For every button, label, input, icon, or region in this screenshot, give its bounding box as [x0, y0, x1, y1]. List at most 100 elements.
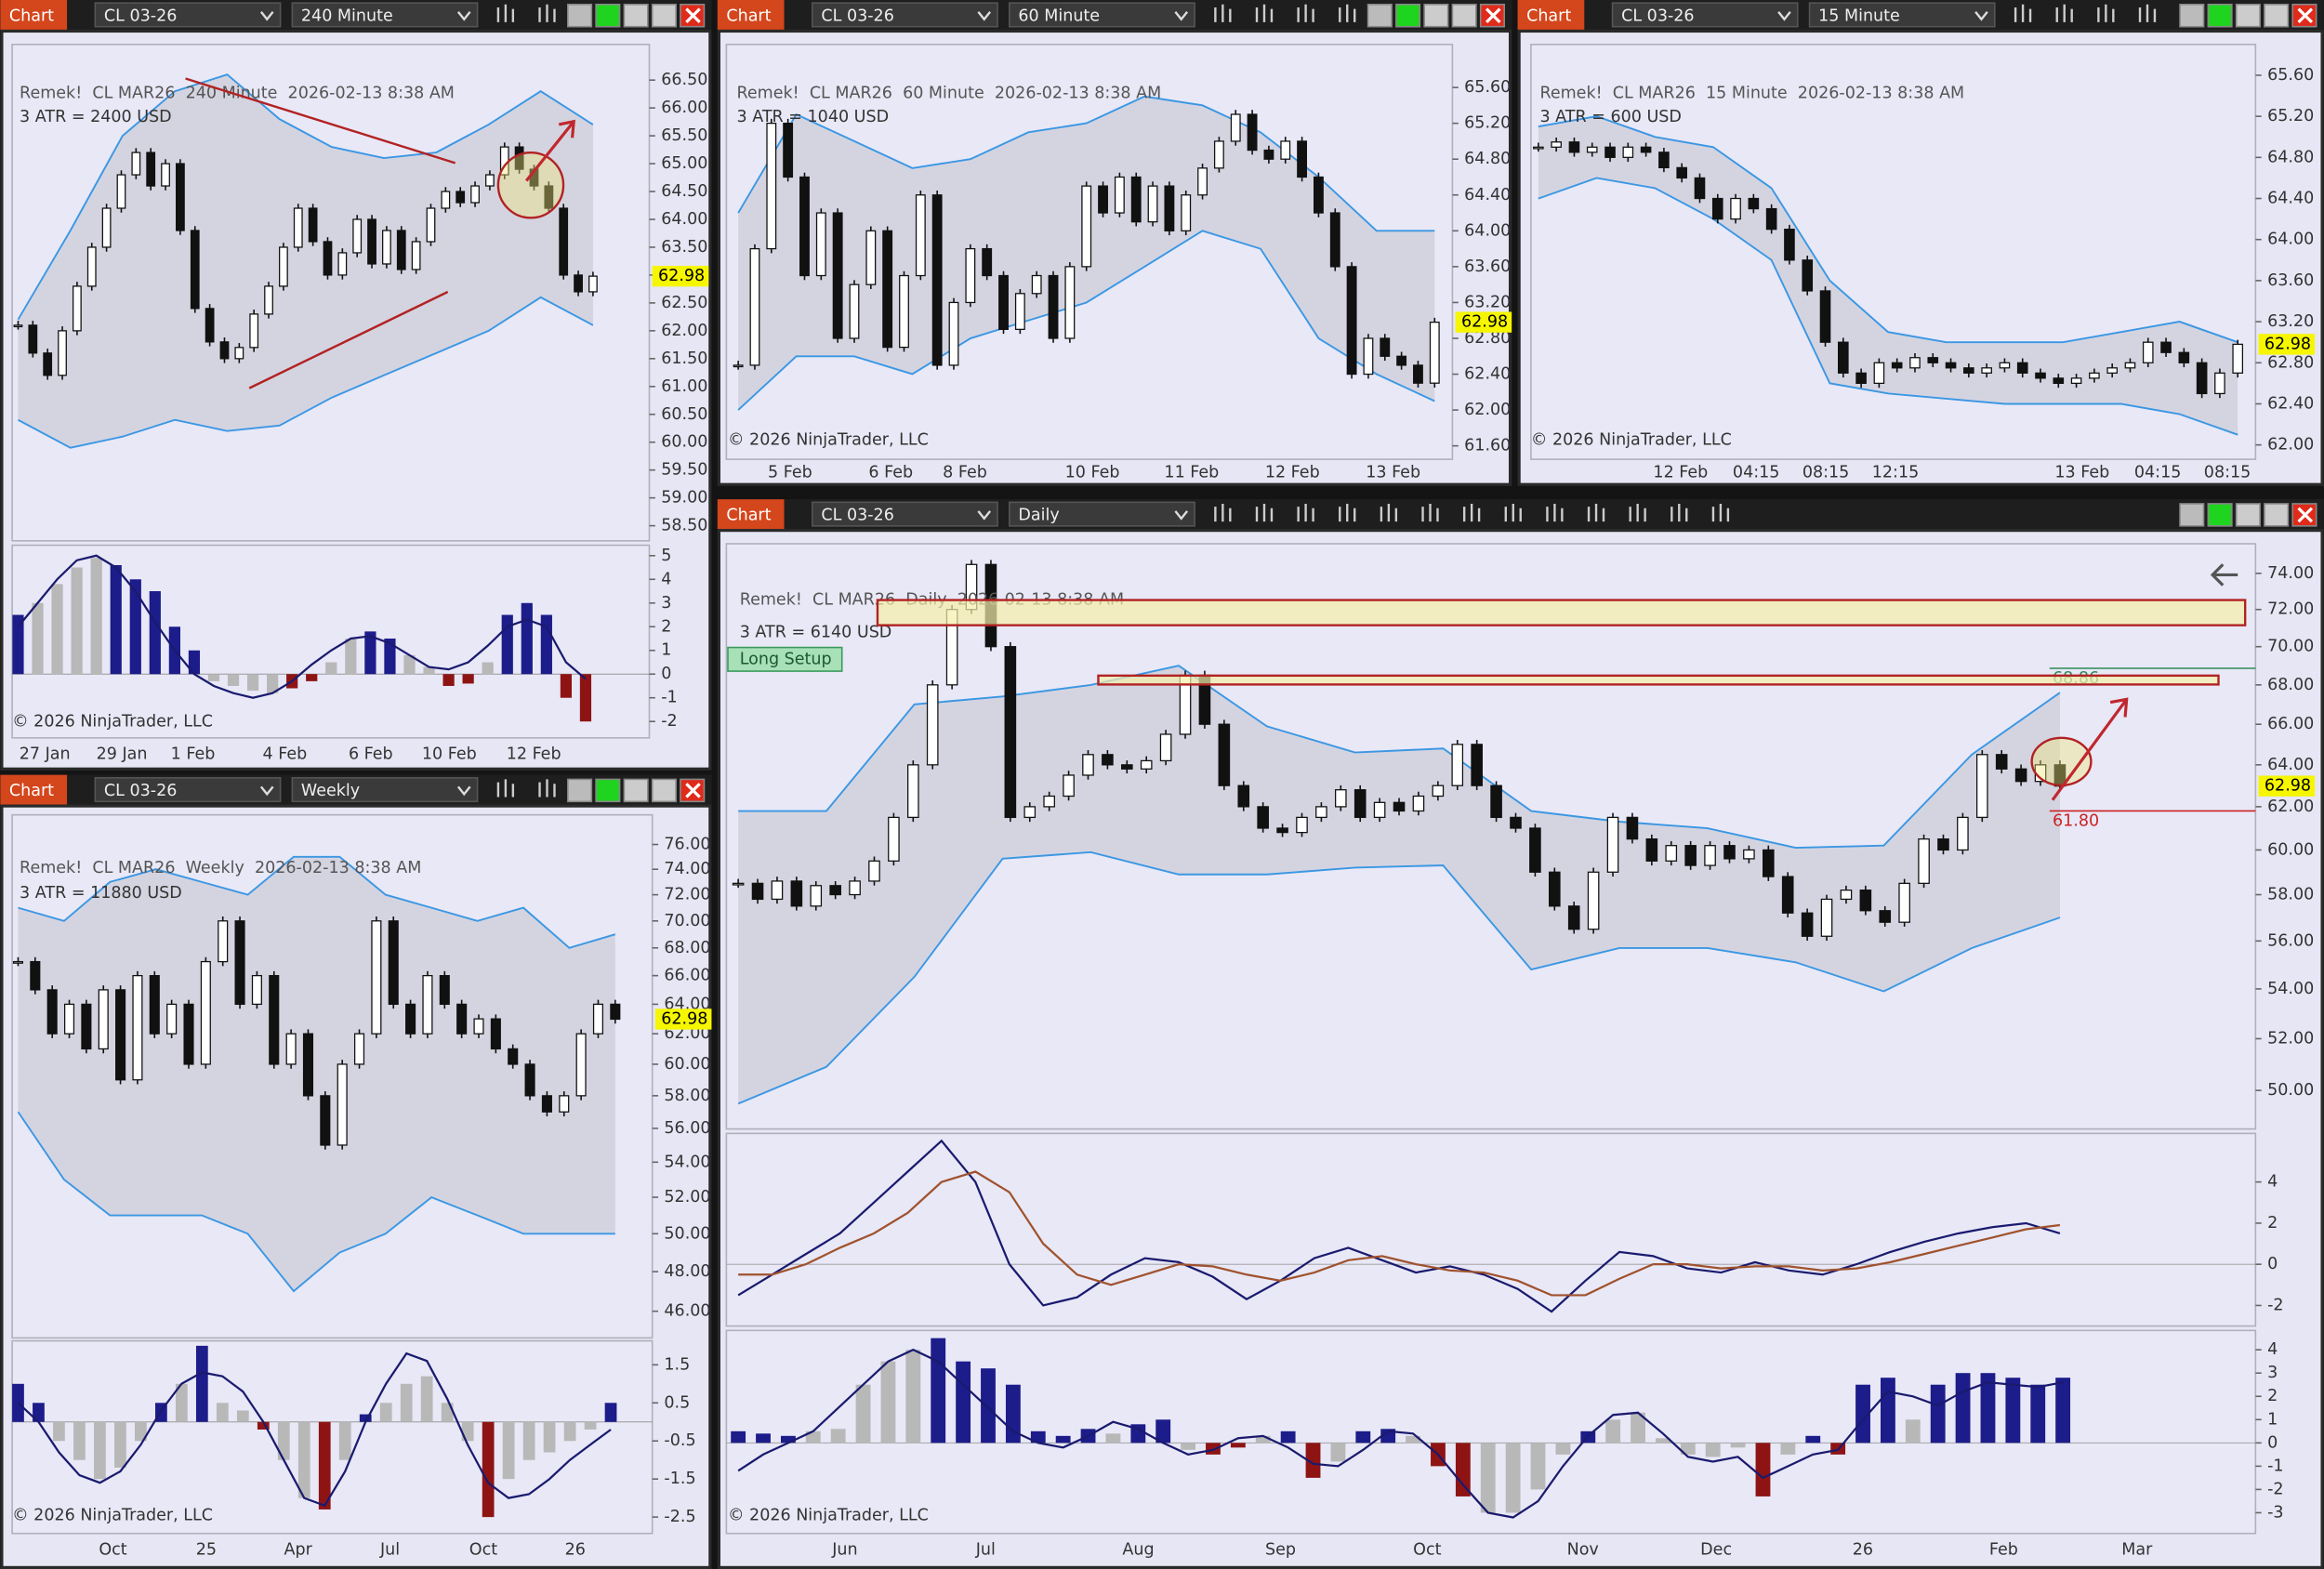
toolbar-icon[interactable] [1214, 503, 1232, 522]
minimize[interactable] [623, 3, 649, 28]
chart-tab[interactable] [0, 0, 68, 30]
instrument-dropdown[interactable] [812, 2, 998, 28]
histogram-bar [359, 1414, 372, 1422]
minimize[interactable] [1423, 3, 1449, 28]
x-tick-label: Jul [379, 1540, 400, 1559]
period-dropdown[interactable] [1009, 2, 1195, 28]
maximize[interactable] [651, 778, 677, 803]
link-button[interactable] [595, 778, 621, 803]
candle [1393, 801, 1406, 812]
toolbar-icon[interactable] [1339, 4, 1356, 22]
toolbar-icon[interactable] [1255, 503, 1274, 522]
toolbar-icon[interactable] [2097, 4, 2115, 22]
instrument-dropdown[interactable] [94, 777, 282, 803]
toolbar-icon[interactable] [1587, 503, 1605, 522]
candle [1130, 176, 1142, 223]
candle [1471, 744, 1483, 786]
link-button[interactable] [2207, 3, 2233, 28]
period-dropdown[interactable] [291, 2, 479, 28]
y-tick-label: 68.00 [2267, 676, 2314, 694]
candle [1329, 212, 1340, 268]
instrument-label: CL 03-26 [104, 7, 177, 26]
candle [293, 207, 303, 248]
candle [1963, 367, 1974, 374]
histogram-bar [956, 1361, 971, 1444]
link-button[interactable] [1395, 3, 1421, 28]
toolbar-icon[interactable] [2055, 4, 2073, 22]
histogram-bar [267, 674, 279, 693]
histogram-bar [1330, 1443, 1346, 1462]
maximize[interactable] [1451, 3, 1477, 28]
histogram-bar [1605, 1419, 1621, 1444]
histogram-bar [338, 1421, 351, 1460]
y-tick-label: 62.00 [661, 322, 707, 340]
y-tick-label: 60.50 [661, 405, 707, 424]
toolbar-icon[interactable] [538, 779, 556, 798]
maximize-pane[interactable] [2179, 3, 2205, 28]
maximize[interactable] [2264, 3, 2290, 28]
toolbar-icon[interactable] [538, 4, 556, 22]
chart-tab[interactable] [0, 774, 68, 805]
toolbar-icon[interactable] [2014, 4, 2032, 22]
link-button[interactable] [595, 3, 621, 28]
period-dropdown[interactable] [1808, 2, 1996, 28]
period-dropdown[interactable] [1009, 501, 1195, 527]
maximize-pane[interactable] [567, 778, 593, 803]
instrument-dropdown[interactable] [812, 501, 998, 527]
histogram-bar [461, 1421, 474, 1442]
toolbar-icon[interactable] [496, 779, 515, 798]
minimize[interactable] [2235, 503, 2261, 527]
histogram-bar [403, 654, 416, 675]
candle [1315, 806, 1327, 819]
instrument-dropdown[interactable] [1611, 2, 1799, 28]
candle [1413, 364, 1423, 384]
candle [1218, 723, 1231, 786]
link-button[interactable] [2207, 503, 2233, 527]
x-tick-label: 04:15 [2134, 463, 2181, 481]
candle [234, 920, 245, 1006]
y-tick-label: 58.50 [661, 517, 707, 535]
toolbar-icon[interactable] [1297, 4, 1314, 22]
candle [2124, 362, 2136, 369]
histogram-bar [830, 1429, 846, 1444]
y-tick-label: 64.80 [1464, 150, 1511, 168]
y-tick-label: 64.40 [2267, 190, 2314, 208]
toolbar-icon[interactable] [1255, 4, 1274, 22]
histogram-bar [2055, 1378, 2071, 1444]
dropdown-caret [259, 785, 274, 797]
minimize[interactable] [2235, 3, 2261, 28]
toolbar-icon[interactable] [1380, 503, 1398, 522]
toolbar-icon[interactable] [1670, 503, 1688, 522]
toolbar-icon[interactable] [1629, 503, 1646, 522]
histogram-bar [1105, 1433, 1121, 1444]
setup-button[interactable] [727, 646, 843, 672]
chart-tab[interactable] [1517, 0, 1585, 30]
toolbar-icon[interactable] [1214, 4, 1232, 22]
chart-tab[interactable] [717, 0, 785, 30]
maximize-pane[interactable] [567, 3, 593, 28]
period-label: 15 Minute [1818, 7, 1900, 26]
maximize[interactable] [2264, 503, 2290, 527]
maximize-pane[interactable] [2179, 503, 2205, 527]
maximize-pane[interactable] [1367, 3, 1393, 28]
toolbar-icon[interactable] [1462, 503, 1481, 522]
toolbar-icon[interactable] [1504, 503, 1522, 522]
y-tick-label: 63.60 [1464, 257, 1511, 276]
toolbar-icon[interactable] [2138, 4, 2157, 22]
chart-tab[interactable] [717, 499, 785, 530]
toolbar-icon[interactable] [1546, 503, 1564, 522]
toolbar-icon[interactable] [1297, 503, 1314, 522]
toolbar-icon[interactable] [1421, 503, 1439, 522]
candle [132, 974, 143, 1081]
last-price-label: 62.98 [2265, 777, 2311, 796]
instrument-dropdown[interactable] [94, 2, 282, 28]
toolbar-icon[interactable] [496, 4, 515, 22]
toolbar-icon[interactable] [1339, 503, 1356, 522]
histogram-bar [731, 1431, 746, 1444]
y-tick-label: 63.20 [1464, 293, 1511, 311]
toolbar-icon[interactable] [1711, 503, 1730, 522]
period-dropdown[interactable] [291, 777, 479, 803]
minimize[interactable] [623, 778, 649, 803]
maximize[interactable] [651, 3, 677, 28]
instrument-label: CL 03-26 [821, 7, 893, 26]
